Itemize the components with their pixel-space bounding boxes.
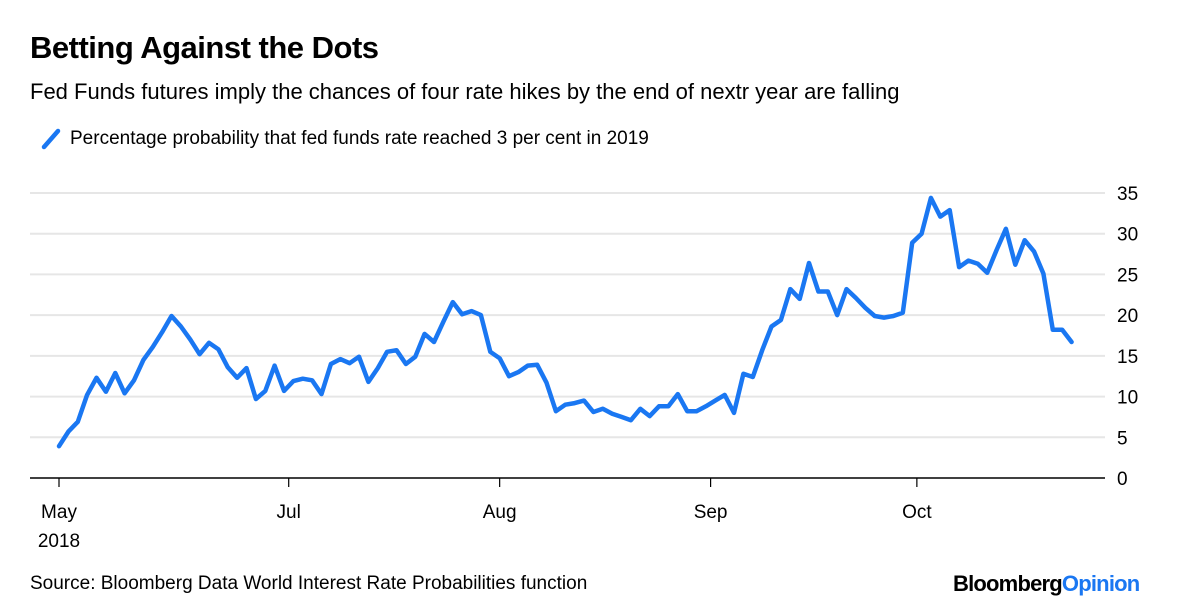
x-tick-label: Oct [902, 502, 932, 523]
chart-subtitle: Fed Funds futures imply the chances of f… [30, 79, 900, 104]
chart-title: Betting Against the Dots [30, 30, 379, 65]
legend: Percentage probability that fed funds ra… [40, 128, 649, 150]
y-tick-label: 20 [1117, 306, 1138, 327]
series-line [56, 195, 1074, 449]
x-tick-label: Sep [694, 502, 728, 523]
legend-label: Percentage probability that fed funds ra… [70, 128, 649, 149]
x-tick-label: May [41, 502, 77, 523]
source-note: Source: Bloomberg Data World Interest Ra… [30, 573, 588, 594]
gridlines [30, 192, 1105, 439]
y-tick-label: 10 [1117, 388, 1138, 409]
y-axis-ticks: 0 5 10 15 20 25 30 35 [1117, 184, 1138, 490]
y-tick-label: 5 [1117, 428, 1128, 449]
y-tick-label: 0 [1117, 469, 1128, 490]
x-tick-sublabel: 2018 [38, 531, 80, 552]
y-tick-label: 30 [1117, 225, 1138, 246]
y-tick-label: 35 [1117, 184, 1138, 205]
bloomberg-opinion-logo: BloombergOpinion [953, 571, 1140, 597]
brand-primary: Bloomberg [953, 571, 1063, 596]
series-layer [56, 195, 1074, 449]
x-tick-label: Jul [277, 502, 301, 523]
legend-line-swatch-icon [41, 128, 61, 150]
x-axis: May 2018 Jul Aug Sep Oct [30, 477, 1105, 552]
y-tick-label: 25 [1117, 265, 1138, 286]
y-tick-label: 15 [1117, 347, 1138, 368]
x-tick-label: Aug [483, 502, 517, 523]
brand-secondary: Opinion [1061, 571, 1140, 596]
